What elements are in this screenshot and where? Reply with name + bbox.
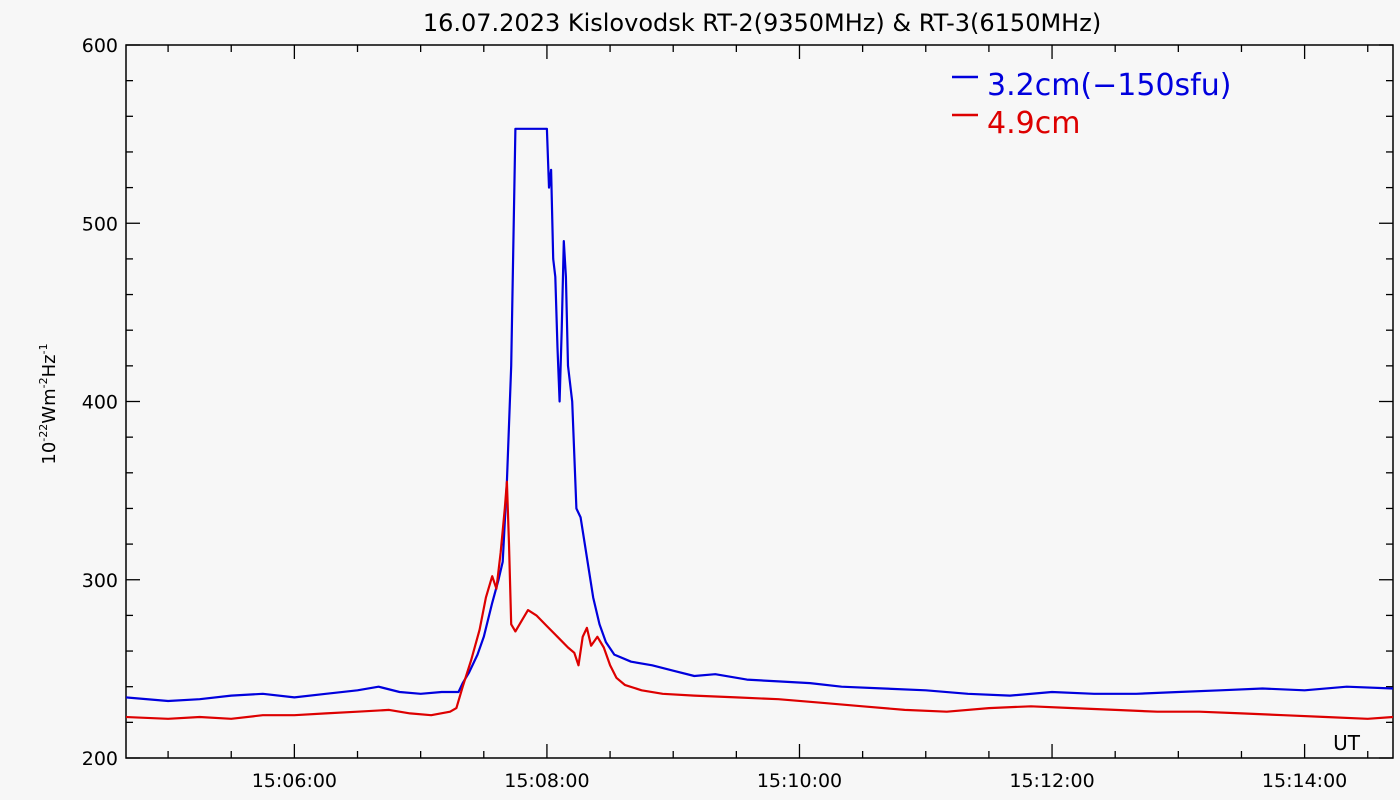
legend: 3.2cm(−150sfu)4.9cm xyxy=(952,68,1231,141)
x-axis: 15:06:00 15:08:00 15:10:00 15:12:00 15:14:00 xyxy=(167,45,1369,792)
x-tick-label: 15:14:00 xyxy=(1262,770,1347,792)
y-label-unit2: Hz xyxy=(39,354,60,377)
chart-title: 16.07.2023 Kislovodsk RT-2(9350MHz) & RT… xyxy=(423,9,1101,37)
y-label-unit1: Wm xyxy=(39,388,60,423)
legend-label: 4.9cm xyxy=(987,106,1080,141)
y-label-exp3: -1 xyxy=(37,343,50,354)
series-line-3-2cm xyxy=(125,127,1394,703)
y-tick-label: 200 xyxy=(82,748,118,770)
svg-text:10-22Wm-2Hz-1: 10-22Wm-2Hz-1 xyxy=(37,343,60,464)
x-tick-label: 15:12:00 xyxy=(1009,770,1094,792)
y-tick-label: 500 xyxy=(82,213,118,235)
ut-corner-label: UT xyxy=(1333,731,1361,755)
x-tick-label: 15:10:00 xyxy=(757,770,842,792)
legend-label: 3.2cm(−150sfu) xyxy=(987,68,1231,103)
y-label-exp2: -2 xyxy=(37,377,50,388)
y-tick-label: 400 xyxy=(82,392,118,414)
x-tick-label: 15:06:00 xyxy=(252,770,337,792)
y-axis-label: 10-22Wm-2Hz-1 xyxy=(37,343,60,464)
series-line-4-9cm xyxy=(125,480,1394,720)
y-tick-label: 600 xyxy=(82,35,118,57)
series-layer xyxy=(125,127,1394,720)
y-label-exp1: -22 xyxy=(37,424,50,442)
y-label-base: 10 xyxy=(39,442,60,465)
y-axis: 200 300 400 500 600 xyxy=(82,35,1393,770)
y-tick-label: 300 xyxy=(82,570,118,592)
plot-frame xyxy=(125,44,1394,759)
x-tick-label: 15:08:00 xyxy=(504,770,589,792)
